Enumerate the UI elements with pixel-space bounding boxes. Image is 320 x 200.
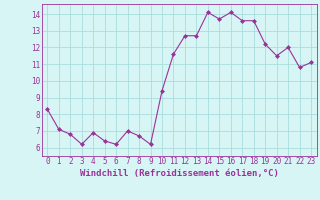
X-axis label: Windchill (Refroidissement éolien,°C): Windchill (Refroidissement éolien,°C) [80, 169, 279, 178]
